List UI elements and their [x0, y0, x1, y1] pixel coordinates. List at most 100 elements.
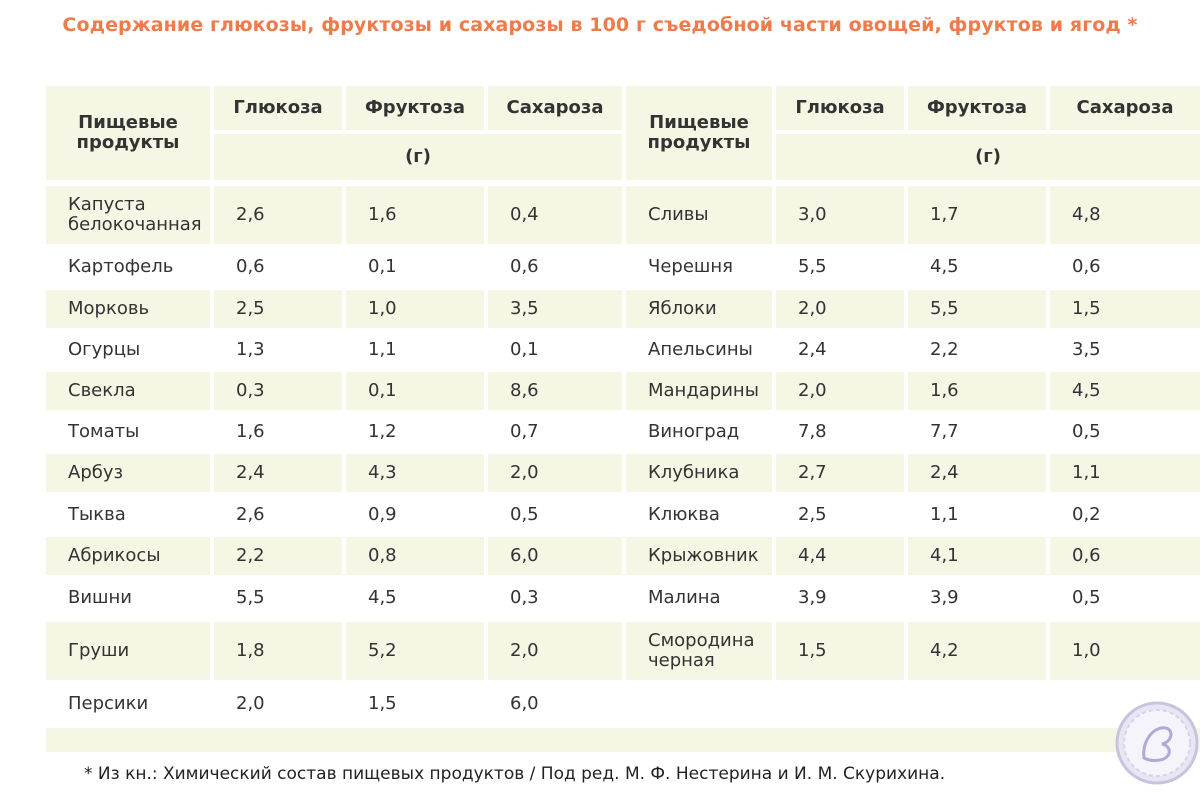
table-cell-glucose: 2,0 — [776, 372, 904, 410]
table-row-product: Смородина черная — [626, 622, 772, 680]
table-cell-glucose: 3,0 — [776, 186, 904, 244]
table-cell-sucrose: 0,6 — [1050, 537, 1200, 575]
table-row-product: Груши — [46, 622, 210, 680]
table-cell-glucose: 0,6 — [236, 256, 265, 277]
table-cell-fructose: 4,5 — [930, 256, 959, 277]
table-row-product: Сливы — [626, 186, 772, 244]
table-cell-sucrose: 6,0 — [488, 537, 622, 575]
table-cell-glucose: 2,0 — [236, 693, 265, 714]
table-cell-sucrose: 0,5 — [510, 504, 539, 525]
header-sucrose: Сахароза — [488, 86, 622, 130]
table-cell-fructose: 4,3 — [346, 454, 484, 492]
table-cell-glucose: 0,3 — [214, 372, 342, 410]
table-row-product: Крыжовник — [626, 537, 772, 575]
footnote: * Из кн.: Химический состав пищевых прод… — [84, 764, 946, 784]
header-product: Пищевые продукты — [626, 86, 772, 180]
watermark-logo-icon — [1115, 701, 1199, 785]
table-row-product: Виноград — [648, 421, 740, 442]
table-cell-sucrose: 0,3 — [510, 587, 539, 608]
table-cell-glucose: 2,7 — [776, 454, 904, 492]
table-cell-glucose: 2,4 — [798, 339, 827, 360]
header-unit: (г) — [776, 134, 1200, 180]
table-cell-glucose: 2,2 — [214, 537, 342, 575]
table-row-product: Морковь — [46, 290, 210, 328]
table-row-product: Клубника — [626, 454, 772, 492]
table-cell-sucrose: 6,0 — [510, 693, 539, 714]
table-cell-sucrose: 1,0 — [1050, 622, 1200, 680]
table-row-product: Свекла — [46, 372, 210, 410]
table-cell-glucose: 1,3 — [236, 339, 265, 360]
table-cell-fructose: 2,2 — [930, 339, 959, 360]
table-cell-fructose: 1,6 — [908, 372, 1046, 410]
table-row-product: Вишни — [68, 587, 132, 608]
table-cell-glucose: 1,8 — [214, 622, 342, 680]
table-row-product: Абрикосы — [46, 537, 210, 575]
header-sucrose: Сахароза — [1050, 86, 1200, 130]
table-cell-glucose: 4,4 — [776, 537, 904, 575]
table-cell-sucrose: 2,0 — [488, 622, 622, 680]
table-cell-fructose: 0,1 — [368, 256, 397, 277]
table-cell-fructose: 1,1 — [930, 504, 959, 525]
table-cell-fructose: 4,5 — [368, 587, 397, 608]
header-fructose: Фруктоза — [346, 86, 484, 130]
table-row-product: Арбуз — [46, 454, 210, 492]
table-cell-fructose: 1,6 — [346, 186, 484, 244]
table-cell-fructose: 3,9 — [930, 587, 959, 608]
table-cell-sucrose: 0,5 — [1072, 587, 1101, 608]
table-row-product: Капуста белокочанная — [46, 186, 210, 244]
table-cell-fructose: 0,8 — [346, 537, 484, 575]
table-title: Содержание глюкозы, фруктозы и сахарозы … — [62, 14, 1138, 36]
table-row-product: Огурцы — [68, 339, 141, 360]
header-product: Пищевые продукты — [46, 86, 210, 180]
table-cell-sucrose: 3,5 — [1072, 339, 1101, 360]
table-cell-fructose: 1,0 — [346, 290, 484, 328]
table-cell-fructose: 1,5 — [368, 693, 397, 714]
table-cell-glucose: 5,5 — [236, 587, 265, 608]
table-row-product: Яблоки — [626, 290, 772, 328]
table-cell-fructose: 1,2 — [368, 421, 397, 442]
table-cell-sucrose: 0,6 — [510, 256, 539, 277]
table-cell-fructose: 7,7 — [930, 421, 959, 442]
header-glucose: Глюкоза — [214, 86, 342, 130]
table-cell-glucose: 7,8 — [798, 421, 827, 442]
table-row-product: Персики — [68, 693, 149, 714]
table-bottom-strip — [46, 728, 1200, 752]
table-cell-fructose: 5,2 — [346, 622, 484, 680]
table-cell-fructose: 1,7 — [908, 186, 1046, 244]
table-row-product: Малина — [648, 587, 721, 608]
table-cell-sucrose: 2,0 — [488, 454, 622, 492]
table-cell-sucrose: 0,5 — [1072, 421, 1101, 442]
table-cell-glucose: 1,5 — [776, 622, 904, 680]
header-glucose: Глюкоза — [776, 86, 904, 130]
table-row-product: Картофель — [68, 256, 174, 277]
table-cell-fructose: 4,1 — [908, 537, 1046, 575]
table-cell-fructose: 0,9 — [368, 504, 397, 525]
table-cell-sucrose: 0,4 — [488, 186, 622, 244]
table-cell-sucrose: 1,5 — [1050, 290, 1200, 328]
table-cell-glucose: 2,5 — [798, 504, 827, 525]
table-cell-glucose: 5,5 — [798, 256, 827, 277]
table-cell-glucose: 3,9 — [798, 587, 827, 608]
table-cell-glucose: 1,6 — [236, 421, 265, 442]
table-cell-sucrose: 8,6 — [488, 372, 622, 410]
table-cell-glucose: 2,0 — [776, 290, 904, 328]
table-cell-fructose: 5,5 — [908, 290, 1046, 328]
table-cell-glucose: 2,4 — [214, 454, 342, 492]
table-cell-sucrose: 0,6 — [1072, 256, 1101, 277]
header-fructose: Фруктоза — [908, 86, 1046, 130]
table-row-product: Мандарины — [626, 372, 772, 410]
table-cell-fructose: 2,4 — [908, 454, 1046, 492]
table-cell-glucose: 2,5 — [214, 290, 342, 328]
table-cell-fructose: 4,2 — [908, 622, 1046, 680]
table-row-product: Апельсины — [648, 339, 753, 360]
table-cell-sucrose: 0,2 — [1072, 504, 1101, 525]
table-cell-sucrose: 4,8 — [1050, 186, 1200, 244]
table-cell-sucrose: 4,5 — [1050, 372, 1200, 410]
table-row-product: Томаты — [68, 421, 140, 442]
table-cell-sucrose: 3,5 — [488, 290, 622, 328]
table-cell-sucrose: 0,7 — [510, 421, 539, 442]
table-cell-glucose: 2,6 — [236, 504, 265, 525]
table-cell-fructose: 0,1 — [346, 372, 484, 410]
table-cell-fructose: 1,1 — [368, 339, 397, 360]
table-cell-sucrose: 0,1 — [510, 339, 539, 360]
